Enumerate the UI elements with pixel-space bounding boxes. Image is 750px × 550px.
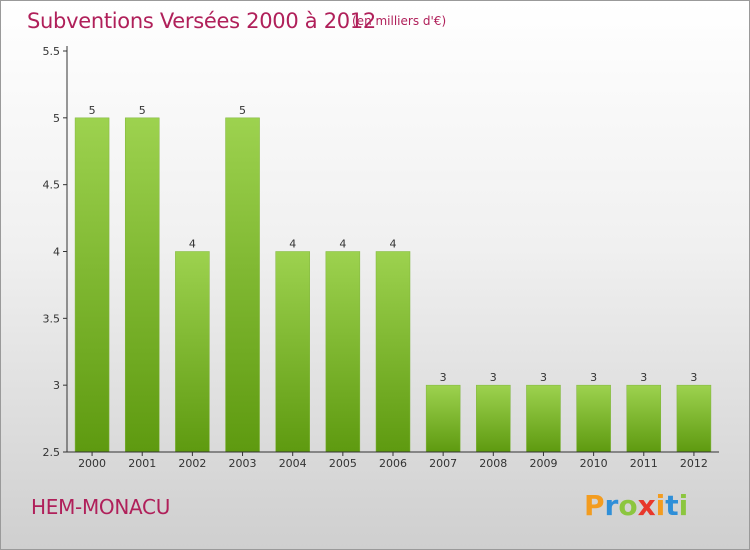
logo-letter: r — [604, 489, 619, 522]
chart-subtitle: (en milliers d'€) — [352, 14, 447, 28]
bar-2005 — [325, 251, 361, 453]
x-tick-label-2010: 2010 — [580, 457, 608, 470]
data-label-2000: 5 — [89, 104, 96, 117]
x-tick-label-2011: 2011 — [630, 457, 658, 470]
y-tick-label-4.5: 4.5 — [43, 179, 61, 192]
y-tick-label-2.5: 2.5 — [43, 446, 61, 459]
data-label-2009: 3 — [540, 371, 547, 384]
logo-letter: P — [584, 489, 605, 522]
x-tick-label-2001: 2001 — [128, 457, 156, 470]
x-tick-label-2006: 2006 — [379, 457, 407, 470]
data-label-2004: 4 — [289, 238, 296, 251]
y-tick-label-5.5: 5.5 — [43, 45, 61, 58]
y-tick-label-4: 4 — [53, 246, 60, 259]
data-label-2007: 3 — [440, 371, 447, 384]
x-tick-label-2003: 2003 — [229, 457, 257, 470]
bar-2011 — [626, 384, 662, 453]
logo-letter: t — [665, 489, 679, 522]
logo-letter: x — [637, 489, 656, 522]
data-label-2008: 3 — [490, 371, 497, 384]
y-tick-label-3: 3 — [53, 379, 60, 392]
commune-name: HEM-MONACU — [31, 495, 171, 519]
data-label-2005: 4 — [339, 238, 346, 251]
bar-2008 — [476, 384, 511, 453]
x-tick-label-2000: 2000 — [78, 457, 106, 470]
x-tick-label-2008: 2008 — [479, 457, 507, 470]
bar-2004 — [275, 251, 310, 453]
logo-letter: o — [618, 489, 638, 522]
bar-2001 — [124, 117, 160, 453]
data-label-2006: 4 — [390, 238, 397, 251]
y-tick-label-3.5: 3.5 — [43, 312, 61, 325]
x-tick-label-2005: 2005 — [329, 457, 357, 470]
x-tick-label-2002: 2002 — [178, 457, 206, 470]
bar-2007 — [425, 384, 461, 453]
x-tick-label-2012: 2012 — [680, 457, 708, 470]
data-label-2003: 5 — [239, 104, 246, 117]
x-tick-label-2004: 2004 — [279, 457, 307, 470]
logo-letter: i — [655, 489, 666, 522]
bar-2006 — [375, 251, 411, 453]
data-label-2002: 4 — [189, 238, 196, 251]
x-tick-label-2009: 2009 — [529, 457, 557, 470]
x-tick-label-2007: 2007 — [429, 457, 457, 470]
chart-title: Subventions Versées 2000 à 2012 — [27, 9, 376, 33]
bar-2002 — [175, 251, 210, 453]
data-label-2010: 3 — [590, 371, 597, 384]
y-tick-label-5: 5 — [53, 112, 60, 125]
data-label-2011: 3 — [640, 371, 647, 384]
logo-letter: i — [678, 489, 689, 522]
data-label-2012: 3 — [690, 371, 697, 384]
bar-2010 — [576, 384, 611, 453]
bar-2009 — [526, 384, 561, 453]
bar-2000 — [74, 117, 110, 453]
bar-2003 — [225, 117, 260, 453]
data-label-2001: 5 — [139, 104, 146, 117]
bar-2012 — [676, 384, 712, 453]
proxiti-logo: Proxiti — [584, 489, 688, 522]
